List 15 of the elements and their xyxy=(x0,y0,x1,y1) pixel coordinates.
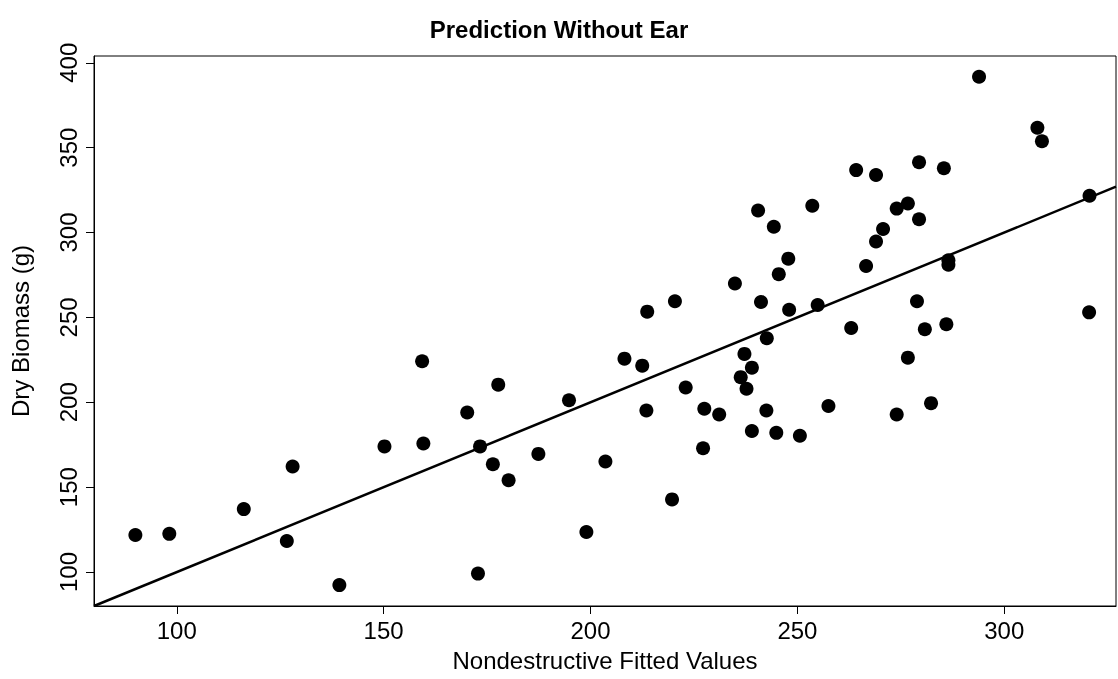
y-axis-title: Dry Biomass (g) xyxy=(6,244,34,418)
x-tick-label: 200 xyxy=(570,616,611,644)
x-tick-label: 150 xyxy=(363,616,404,644)
y-tick-label: 200 xyxy=(54,382,82,423)
x-tick-label: 100 xyxy=(156,616,197,644)
x-tick-label: 250 xyxy=(777,616,818,644)
x-tick-label: 300 xyxy=(984,616,1025,644)
y-tick-label: 300 xyxy=(54,212,82,253)
y-tick-label: 350 xyxy=(54,127,82,168)
y-tick-label: 400 xyxy=(54,42,82,83)
y-tick-label: 150 xyxy=(54,467,82,508)
chart-title: Prediction Without Ear xyxy=(429,15,689,43)
y-tick-label: 100 xyxy=(54,552,82,593)
y-tick-label: 250 xyxy=(54,297,82,338)
x-axis-title: Nondestructive Fitted Values xyxy=(452,646,758,674)
